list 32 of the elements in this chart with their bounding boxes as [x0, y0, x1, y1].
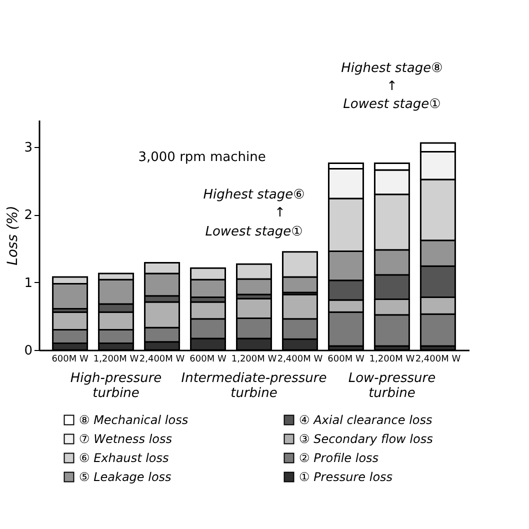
- annotation: Highest stage⑥: [203, 187, 305, 202]
- x-tick-label: 1,200M W: [93, 354, 139, 364]
- annotation: Lowest stage①: [205, 224, 303, 240]
- legend-label: ④ Axial clearance loss: [299, 413, 432, 427]
- text: Intermediate-pressure turbine: [181, 371, 327, 401]
- y-tick-label: 0: [24, 344, 32, 358]
- x-tick-label: 2,400M W: [277, 354, 323, 364]
- y-tick-label: 3: [24, 140, 32, 156]
- legend-label: ① Pressure loss: [299, 470, 393, 484]
- annotation: 3,000 rpm machine: [138, 150, 266, 166]
- text: Low-pressure turbine: [348, 371, 436, 401]
- legend-label: ② Profile loss: [299, 451, 379, 465]
- text: Lowest stage①: [343, 97, 441, 112]
- x-tick-label: 600M W: [190, 354, 226, 364]
- text: ↑: [386, 79, 398, 94]
- legend-label: ⑥ Exhaust loss: [79, 451, 169, 465]
- x-tick-label: 600M W: [52, 354, 88, 364]
- x-tick-label: 600M W: [328, 354, 364, 364]
- y-tick-label: 1: [24, 276, 32, 291]
- annotation: ↑: [274, 206, 286, 221]
- y-tick-label: 2: [24, 208, 32, 224]
- text: High-pressure turbine: [70, 371, 162, 401]
- legend-label: ⑧ Mechanical loss: [79, 413, 188, 427]
- y-axis-title: Loss (%): [5, 206, 22, 266]
- x-tick-label: 1,200M W: [231, 354, 277, 364]
- x-tick-label: 1,200M W: [369, 354, 415, 364]
- x-tick-label: 2,400M W: [139, 354, 185, 364]
- text: Highest stage⑧: [341, 61, 443, 76]
- legend-label: ⑤ Leakage loss: [79, 470, 172, 484]
- legend-label: ⑦ Wetness loss: [79, 432, 172, 446]
- legend-label: ③ Secondary flow loss: [299, 432, 433, 446]
- x-tick-label: 2,400M W: [415, 354, 461, 364]
